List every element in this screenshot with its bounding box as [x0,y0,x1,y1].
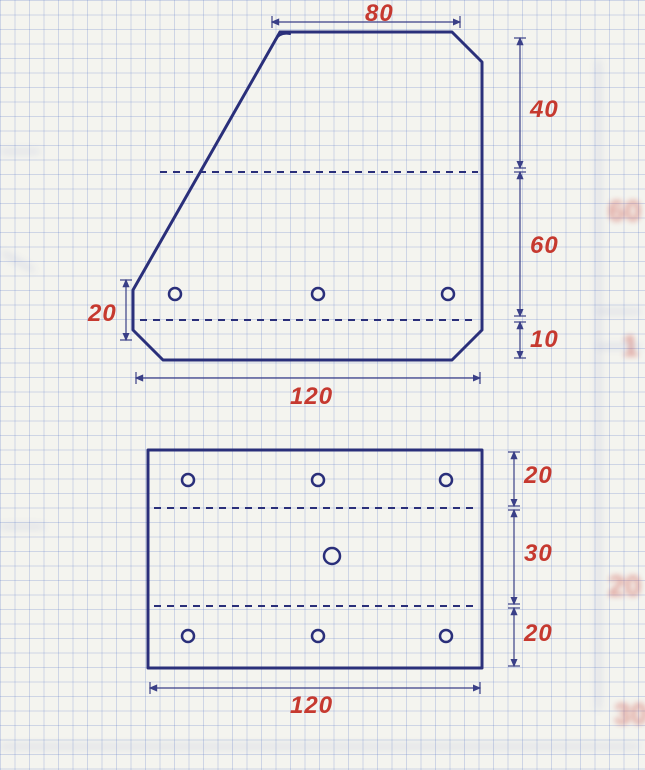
dimension-top_80: 80 [365,0,394,28]
dimension-right_40: 40 [530,96,559,124]
hole [312,288,324,300]
dimension-right_30: 30 [524,540,553,568]
dimension-right_20a: 20 [524,462,553,490]
margin-blur-label: 30 [614,698,645,732]
hole [442,288,454,300]
dimension-left_20: 20 [88,300,117,328]
lower-view [148,450,482,668]
dimension-right_60: 60 [530,232,559,260]
hole [440,474,452,486]
hole [324,548,340,564]
hole [312,630,324,642]
margin-blur-label: 1 [622,330,639,364]
upper-outline [133,32,482,360]
hole [312,474,324,486]
dimension-right_10: 10 [530,326,559,354]
hole [182,630,194,642]
hole [440,630,452,642]
dimension-bot_120: 120 [290,383,333,411]
upper-view [133,32,482,360]
dimension-bot_120: 120 [290,692,333,720]
hole [182,474,194,486]
margin-blur-label: 20 [608,570,641,604]
margin-blur-label: 60 [608,195,641,229]
hole [169,288,181,300]
dimension-right_20b: 20 [524,620,553,648]
